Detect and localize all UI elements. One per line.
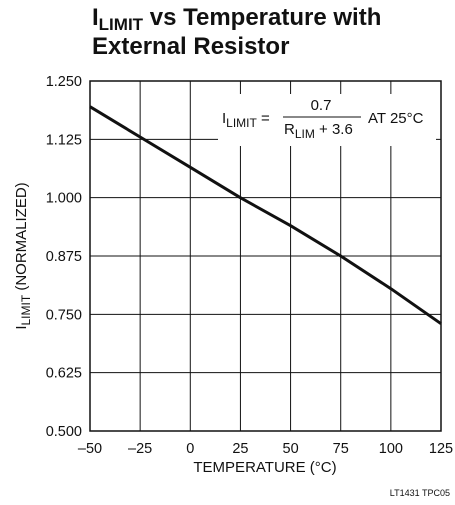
figure-code: LT1431 TPC05 bbox=[390, 488, 450, 498]
chart-title-line1: ILIMIT vs Temperature with bbox=[92, 4, 381, 34]
formula-suffix: AT 25°C bbox=[368, 110, 424, 127]
x-tick-label: 100 bbox=[379, 441, 403, 457]
x-axis-label: TEMPERATURE (°C) bbox=[193, 459, 336, 476]
y-tick-label: 0.750 bbox=[46, 307, 82, 323]
x-tick-label: 125 bbox=[429, 441, 453, 457]
y-tick-label: 0.625 bbox=[46, 366, 82, 382]
x-tick-label: 75 bbox=[333, 441, 349, 457]
formula-lhs: ILIMIT = bbox=[222, 110, 270, 130]
x-tick-labels: –50 –25 0 25 50 75 100 125 bbox=[78, 441, 453, 457]
chart-title-line2: External Resistor bbox=[92, 33, 289, 60]
formula-denominator: RLIM + 3.6 bbox=[284, 121, 353, 141]
y-tick-label: 0.500 bbox=[46, 424, 82, 440]
x-tick-label: 50 bbox=[283, 441, 299, 457]
x-tick-label: –50 bbox=[78, 441, 102, 457]
y-tick-label: 0.875 bbox=[46, 249, 82, 265]
y-axis-label: ILIMIT (NORMALIZED) bbox=[13, 182, 33, 329]
y-tick-labels: 0.500 0.625 0.750 0.875 1.000 1.125 1.250 bbox=[46, 74, 82, 440]
y-tick-label: 1.000 bbox=[46, 191, 82, 207]
y-tick-label: 1.125 bbox=[46, 132, 82, 148]
formula-numerator: 0.7 bbox=[311, 97, 332, 114]
grid-lines bbox=[90, 81, 441, 431]
y-tick-label: 1.250 bbox=[46, 74, 82, 90]
formula-annotation-box bbox=[218, 94, 436, 146]
series-line-ilimit bbox=[89, 105, 442, 325]
x-tick-label: –25 bbox=[128, 441, 152, 457]
x-tick-label: 0 bbox=[186, 441, 194, 457]
x-tick-label: 25 bbox=[232, 441, 248, 457]
